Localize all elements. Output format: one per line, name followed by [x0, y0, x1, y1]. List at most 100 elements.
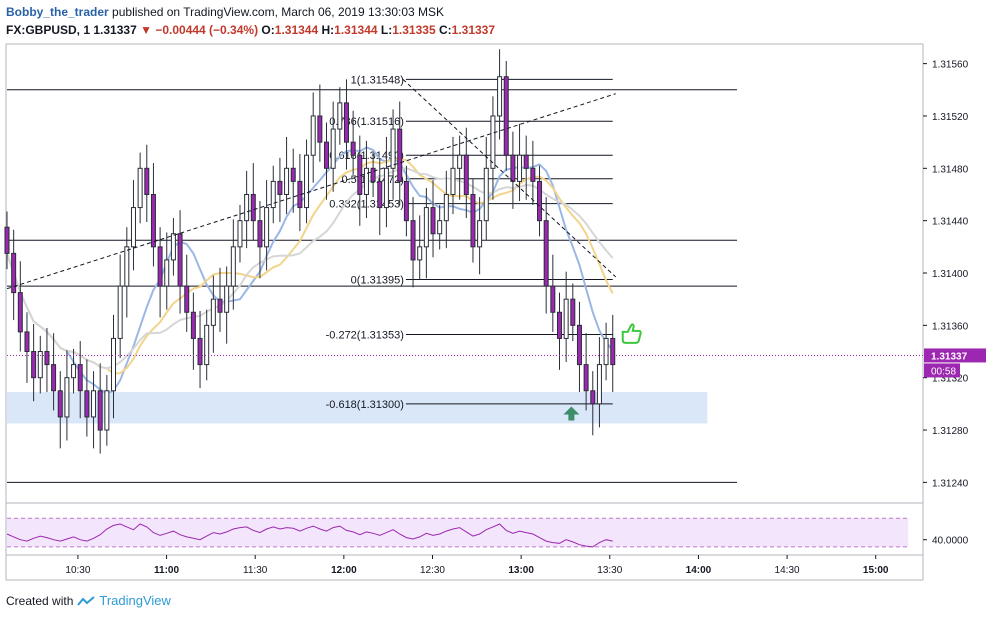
trendline[interactable] — [402, 78, 617, 278]
candle-body — [204, 324, 210, 366]
candle-body — [583, 364, 589, 392]
open-value: 1.31344 — [274, 23, 319, 37]
candle-body — [324, 141, 330, 169]
price-tick-label: 1.31280 — [932, 426, 969, 437]
candle-body — [31, 351, 37, 379]
candle-body — [4, 226, 10, 254]
rsi-level-label: 40.0000 — [932, 536, 969, 547]
candle-body — [596, 364, 602, 405]
price-axis[interactable]: 1.31560 1.31520 1.31480 1.31440 1.31400 1.313… — [923, 60, 986, 490]
rsi-pane[interactable]: 40.0000 — [6, 517, 969, 548]
fib-level-label: 1(1.31548) — [351, 74, 404, 86]
candle-body — [403, 180, 409, 222]
candle-body — [37, 351, 43, 379]
price-tick-label: 1.31440 — [932, 217, 969, 228]
time-axis[interactable]: 10:30 11:00 11:30 12:00 12:30 13:00 13:30 14:00… — [65, 555, 889, 576]
candle-body — [457, 154, 463, 169]
candle-body — [197, 337, 203, 366]
tradingview-brand[interactable]: TradingView — [99, 593, 171, 608]
candle-body — [91, 390, 97, 418]
price-tick-label: 1.31320 — [932, 374, 969, 385]
candle-body — [343, 102, 349, 143]
candle-body — [510, 154, 516, 182]
price-tick-label: 1.31520 — [932, 112, 969, 123]
candle-body — [330, 128, 336, 169]
candle-body — [164, 259, 170, 287]
publish-header: Bobby_the_trader published on TradingVie… — [6, 5, 444, 19]
candle-body — [224, 285, 230, 313]
down-triangle-icon: ▼ — [140, 23, 152, 37]
ma-slow-line — [6, 167, 614, 370]
high-value: 1.31344 — [334, 23, 378, 37]
candle-body — [503, 76, 509, 156]
candle-body — [517, 154, 523, 182]
tradingview-logo-icon — [77, 596, 96, 606]
candle-body — [450, 167, 456, 195]
candles — [4, 49, 616, 454]
candle-body — [550, 285, 556, 313]
candle-body — [257, 220, 263, 248]
trendline[interactable] — [6, 93, 616, 290]
candle-body — [537, 180, 543, 222]
candle-body — [497, 76, 503, 117]
candle-body — [377, 180, 383, 209]
symbol-label: FX:GBPUSD, 1 — [6, 23, 91, 37]
candle-body — [77, 364, 83, 392]
fib-level-label: 0(1.31395) — [351, 275, 404, 287]
price-tick-label: 1.31360 — [932, 321, 969, 332]
close-label: C: — [438, 23, 452, 37]
footer: Created with TradingView — [6, 593, 171, 609]
candle-body — [177, 233, 183, 287]
fib-retracement[interactable]: 1(1.31548)0.786(1.31516)0.618(1.31490)0.… — [326, 74, 613, 411]
candle-body — [477, 220, 483, 248]
ma-fast-line — [6, 146, 614, 395]
candle-body — [543, 220, 549, 287]
horizontal-lines[interactable] — [7, 89, 737, 483]
plot-border — [5, 43, 924, 581]
time-tick-label: 15:00 — [863, 565, 889, 576]
thumbs-up-icon[interactable] — [621, 323, 642, 344]
candle-body — [84, 390, 90, 418]
candle-body — [570, 298, 576, 326]
candle-body — [137, 167, 143, 209]
candle-body — [157, 246, 163, 287]
candle-body — [350, 141, 356, 156]
candle-body — [184, 285, 190, 313]
author-name[interactable]: Bobby_the_trader — [6, 5, 109, 19]
candle-body — [170, 233, 176, 261]
time-tick-label: 12:30 — [420, 565, 445, 576]
candle-body — [57, 390, 63, 418]
candle-body — [610, 337, 616, 366]
candle-body — [44, 351, 50, 366]
candle-body — [130, 207, 136, 248]
candle-body — [370, 167, 376, 182]
candle-body — [210, 298, 216, 326]
candle-body — [111, 337, 117, 392]
candle-body — [443, 193, 449, 222]
candle-body — [144, 167, 150, 195]
candle-body — [284, 167, 290, 195]
arrow-up-icon[interactable] — [563, 406, 580, 421]
candle-body — [117, 285, 123, 339]
candle-body — [523, 154, 529, 169]
candle-body — [463, 154, 469, 195]
candle-body — [64, 377, 70, 418]
candle-body — [603, 337, 609, 366]
candle-body — [104, 390, 110, 431]
last-price-tag[interactable] — [924, 348, 986, 363]
candle-body — [270, 180, 276, 209]
annotations[interactable] — [7, 323, 923, 421]
candle-body — [390, 128, 396, 169]
candle-body — [237, 220, 243, 248]
chart-frame — [5, 43, 924, 581]
trendlines[interactable] — [6, 78, 617, 290]
candle-body — [264, 207, 270, 248]
candle-body — [556, 311, 562, 339]
candle-body — [423, 207, 429, 248]
candle-body — [11, 252, 17, 294]
candle-body — [530, 167, 536, 182]
rsi-line — [6, 523, 613, 548]
rsi-band — [7, 518, 909, 547]
candle-body — [310, 115, 316, 156]
